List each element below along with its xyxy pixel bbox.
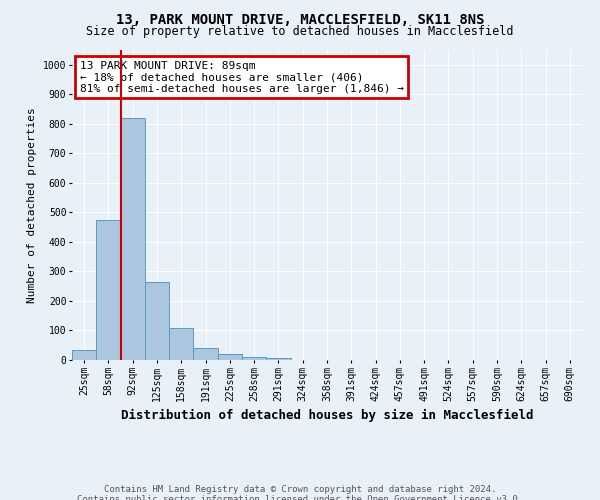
Bar xyxy=(218,354,242,360)
Bar xyxy=(193,348,218,360)
Text: Size of property relative to detached houses in Macclesfield: Size of property relative to detached ho… xyxy=(86,25,514,38)
Text: 13, PARK MOUNT DRIVE, MACCLESFIELD, SK11 8NS: 13, PARK MOUNT DRIVE, MACCLESFIELD, SK11… xyxy=(116,12,484,26)
X-axis label: Distribution of detached houses by size in Macclesfield: Distribution of detached houses by size … xyxy=(121,409,533,422)
Bar xyxy=(169,328,193,360)
Bar xyxy=(121,118,145,360)
Bar xyxy=(145,282,169,360)
Text: Contains public sector information licensed under the Open Government Licence v3: Contains public sector information licen… xyxy=(77,495,523,500)
Bar xyxy=(266,358,290,360)
Bar xyxy=(242,357,266,360)
Text: Contains HM Land Registry data © Crown copyright and database right 2024.: Contains HM Land Registry data © Crown c… xyxy=(104,485,496,494)
Bar xyxy=(72,350,96,360)
Y-axis label: Number of detached properties: Number of detached properties xyxy=(28,107,37,303)
Text: 13 PARK MOUNT DRIVE: 89sqm
← 18% of detached houses are smaller (406)
81% of sem: 13 PARK MOUNT DRIVE: 89sqm ← 18% of deta… xyxy=(80,61,404,94)
Bar xyxy=(96,220,121,360)
